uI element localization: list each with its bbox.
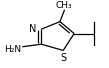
Text: S: S <box>60 53 66 63</box>
Text: CH₃: CH₃ <box>56 1 73 10</box>
Text: N: N <box>29 24 37 34</box>
Text: H₂N: H₂N <box>4 45 22 54</box>
